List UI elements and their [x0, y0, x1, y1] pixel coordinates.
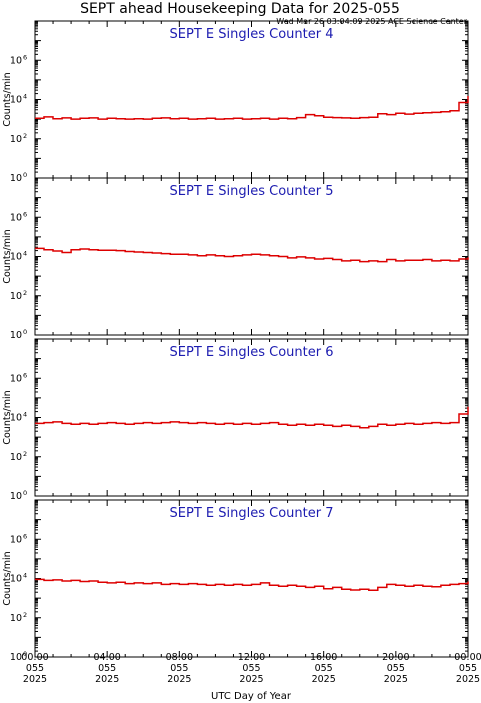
x-tick-label: 08:00	[166, 652, 193, 663]
x-tick-label: 055	[170, 663, 188, 674]
y-tick-label: 10	[10, 534, 22, 545]
figure-title: SEPT ahead Housekeeping Data for 2025-05…	[80, 1, 400, 17]
plot-frame	[34, 338, 469, 497]
y-tick-label: 10	[10, 55, 22, 66]
y-tick-exponent: 2	[23, 611, 27, 619]
plot-frame	[34, 499, 469, 658]
plot-frame	[34, 20, 469, 179]
y-tick-exponent: 4	[23, 572, 27, 580]
y-tick-label: 10	[10, 574, 22, 585]
x-tick-label: 2025	[312, 674, 336, 685]
y-tick-exponent: 6	[23, 371, 27, 379]
y-axis-label: Counts/min	[2, 229, 13, 283]
y-tick-label: 10	[10, 613, 22, 624]
y-tick-exponent: 4	[23, 411, 27, 419]
panel-title: SEPT E Singles Counter 7	[170, 506, 334, 521]
y-tick-label: 10	[10, 330, 22, 341]
panel-title: SEPT E Singles Counter 4	[170, 27, 334, 42]
y-axis-label: Counts/min	[2, 72, 13, 126]
plot-frame	[34, 177, 469, 336]
series-line	[35, 247, 469, 263]
x-tick-label: 2025	[384, 674, 408, 685]
y-tick-label: 10	[10, 452, 22, 463]
x-tick-label: 055	[315, 663, 333, 674]
x-tick-label: 2025	[456, 674, 480, 685]
series-line	[35, 96, 469, 120]
y-tick-exponent: 6	[23, 532, 27, 540]
x-tick-label: 055	[26, 663, 44, 674]
panel-title: SEPT E Singles Counter 6	[170, 345, 334, 360]
series-line	[35, 578, 469, 592]
x-tick-label: 00:00	[454, 652, 481, 663]
x-axis-labels: 00:00055202504:00055202508:00055202512:0…	[21, 652, 481, 685]
y-tick-exponent: 4	[23, 250, 27, 258]
x-tick-label: 00:00	[21, 652, 48, 663]
y-tick-label: 10	[10, 291, 22, 302]
x-tick-label: 2025	[95, 674, 119, 685]
x-tick-label: 055	[459, 663, 477, 674]
y-tick-label: 10	[10, 212, 22, 223]
y-axis-label: Counts/min	[2, 551, 13, 605]
y-tick-label: 10	[10, 173, 22, 184]
x-tick-label: 055	[98, 663, 116, 674]
y-tick-exponent: 6	[23, 210, 27, 218]
y-tick-label: 10	[10, 373, 22, 384]
panel-title: SEPT E Singles Counter 5	[170, 184, 334, 199]
y-tick-exponent: 2	[23, 450, 27, 458]
x-tick-label: 055	[242, 663, 260, 674]
y-tick-label: 10	[10, 134, 22, 145]
x-tick-label: 16:00	[310, 652, 337, 663]
y-tick-exponent: 2	[23, 289, 27, 297]
y-axis-label: Counts/min	[2, 390, 13, 444]
y-tick-exponent: 0	[23, 328, 27, 336]
x-tick-label: 04:00	[93, 652, 120, 663]
series-line	[35, 406, 469, 429]
y-tick-label: 10	[10, 252, 22, 263]
y-tick-label: 10	[10, 413, 22, 424]
x-tick-label: 2025	[239, 674, 263, 685]
y-tick-exponent: 4	[23, 93, 27, 101]
x-axis-title: UTC Day of Year	[211, 691, 292, 702]
y-tick-exponent: 6	[23, 53, 27, 61]
x-tick-label: 2025	[167, 674, 191, 685]
y-tick-label: 10	[10, 652, 22, 663]
y-tick-label: 10	[10, 95, 22, 106]
x-tick-label: 2025	[23, 674, 47, 685]
y-tick-exponent: 2	[23, 132, 27, 140]
y-tick-exponent: 0	[23, 171, 27, 179]
y-tick-exponent: 0	[23, 650, 27, 658]
y-tick-label: 10	[10, 491, 22, 502]
x-tick-label: 20:00	[382, 652, 409, 663]
x-tick-label: 055	[387, 663, 405, 674]
x-tick-label: 12:00	[238, 652, 265, 663]
y-tick-exponent: 0	[23, 489, 27, 497]
